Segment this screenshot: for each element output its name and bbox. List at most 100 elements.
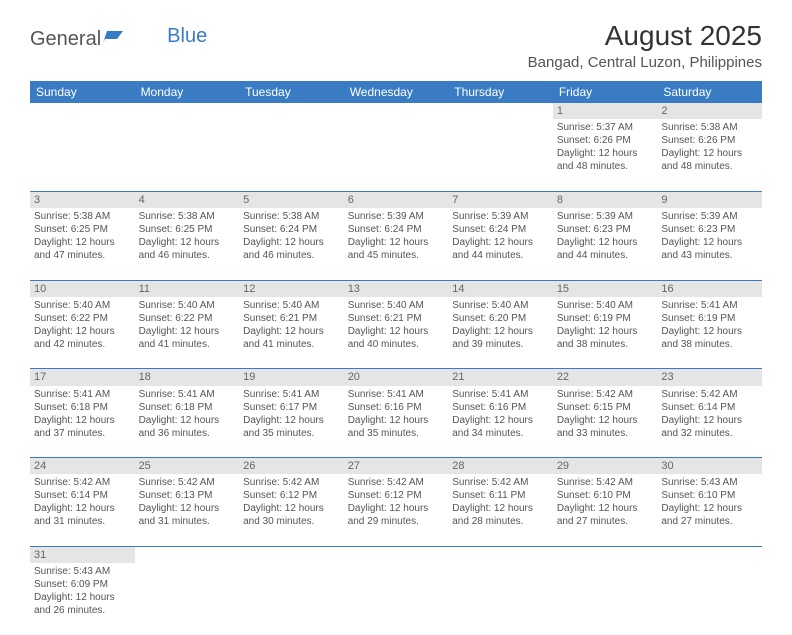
daylight-line: Daylight: 12 hours and 31 minutes.	[139, 502, 236, 528]
day-number-cell: 25	[135, 458, 240, 475]
sunrise-line: Sunrise: 5:42 AM	[139, 476, 236, 489]
logo-text-general: General	[30, 28, 101, 51]
daylight-line: Daylight: 12 hours and 37 minutes.	[34, 414, 131, 440]
day-number-cell: 23	[657, 369, 762, 386]
weekday-header: Friday	[553, 81, 658, 103]
day-number-cell: 12	[239, 280, 344, 297]
sunrise-line: Sunrise: 5:43 AM	[34, 565, 131, 578]
sunset-line: Sunset: 6:13 PM	[139, 489, 236, 502]
sunrise-line: Sunrise: 5:41 AM	[348, 388, 445, 401]
daylight-line: Daylight: 12 hours and 27 minutes.	[557, 502, 654, 528]
content-row: Sunrise: 5:38 AMSunset: 6:25 PMDaylight:…	[30, 208, 762, 280]
sunrise-line: Sunrise: 5:38 AM	[139, 210, 236, 223]
day-number-cell	[239, 546, 344, 563]
sunset-line: Sunset: 6:21 PM	[243, 312, 340, 325]
daylight-line: Daylight: 12 hours and 44 minutes.	[557, 236, 654, 262]
daynum-row: 10111213141516	[30, 280, 762, 297]
content-row: Sunrise: 5:42 AMSunset: 6:14 PMDaylight:…	[30, 474, 762, 546]
sunset-line: Sunset: 6:16 PM	[452, 401, 549, 414]
day-content-cell: Sunrise: 5:41 AMSunset: 6:16 PMDaylight:…	[344, 386, 449, 458]
sunset-line: Sunset: 6:23 PM	[557, 223, 654, 236]
day-content-cell	[344, 563, 449, 635]
day-number-cell: 2	[657, 103, 762, 119]
daylight-line: Daylight: 12 hours and 47 minutes.	[34, 236, 131, 262]
sunset-line: Sunset: 6:24 PM	[348, 223, 445, 236]
sunrise-line: Sunrise: 5:42 AM	[348, 476, 445, 489]
sunset-line: Sunset: 6:12 PM	[348, 489, 445, 502]
day-content-cell: Sunrise: 5:42 AMSunset: 6:14 PMDaylight:…	[657, 386, 762, 458]
sunrise-line: Sunrise: 5:39 AM	[452, 210, 549, 223]
sunrise-line: Sunrise: 5:37 AM	[557, 121, 654, 134]
daylight-line: Daylight: 12 hours and 39 minutes.	[452, 325, 549, 351]
sunset-line: Sunset: 6:16 PM	[348, 401, 445, 414]
daylight-line: Daylight: 12 hours and 32 minutes.	[661, 414, 758, 440]
weekday-header: Thursday	[448, 81, 553, 103]
day-content-cell: Sunrise: 5:40 AMSunset: 6:22 PMDaylight:…	[30, 297, 135, 369]
day-content-cell: Sunrise: 5:42 AMSunset: 6:12 PMDaylight:…	[239, 474, 344, 546]
day-content-cell: Sunrise: 5:39 AMSunset: 6:23 PMDaylight:…	[553, 208, 658, 280]
day-number-cell: 1	[553, 103, 658, 119]
daylight-line: Daylight: 12 hours and 38 minutes.	[557, 325, 654, 351]
sunrise-line: Sunrise: 5:42 AM	[452, 476, 549, 489]
day-content-cell: Sunrise: 5:40 AMSunset: 6:21 PMDaylight:…	[239, 297, 344, 369]
day-number-cell: 9	[657, 191, 762, 208]
calendar-table: Sunday Monday Tuesday Wednesday Thursday…	[30, 81, 762, 635]
sunset-line: Sunset: 6:18 PM	[139, 401, 236, 414]
sunset-line: Sunset: 6:25 PM	[139, 223, 236, 236]
day-number-cell: 8	[553, 191, 658, 208]
daylight-line: Daylight: 12 hours and 36 minutes.	[139, 414, 236, 440]
daylight-line: Daylight: 12 hours and 35 minutes.	[348, 414, 445, 440]
header: General Blue August 2025 Bangad, Central…	[30, 20, 762, 71]
content-row: Sunrise: 5:41 AMSunset: 6:18 PMDaylight:…	[30, 386, 762, 458]
day-number-cell	[344, 546, 449, 563]
sunset-line: Sunset: 6:11 PM	[452, 489, 549, 502]
daylight-line: Daylight: 12 hours and 34 minutes.	[452, 414, 549, 440]
day-content-cell: Sunrise: 5:38 AMSunset: 6:24 PMDaylight:…	[239, 208, 344, 280]
daylight-line: Daylight: 12 hours and 44 minutes.	[452, 236, 549, 262]
day-number-cell: 29	[553, 458, 658, 475]
daynum-row: 24252627282930	[30, 458, 762, 475]
day-number-cell: 4	[135, 191, 240, 208]
content-row: Sunrise: 5:43 AMSunset: 6:09 PMDaylight:…	[30, 563, 762, 635]
sunrise-line: Sunrise: 5:41 AM	[661, 299, 758, 312]
sunrise-line: Sunrise: 5:40 AM	[243, 299, 340, 312]
daylight-line: Daylight: 12 hours and 38 minutes.	[661, 325, 758, 351]
daylight-line: Daylight: 12 hours and 26 minutes.	[34, 591, 131, 617]
day-content-cell	[344, 119, 449, 191]
day-content-cell: Sunrise: 5:41 AMSunset: 6:17 PMDaylight:…	[239, 386, 344, 458]
sunrise-line: Sunrise: 5:40 AM	[139, 299, 236, 312]
day-number-cell: 27	[344, 458, 449, 475]
weekday-header: Monday	[135, 81, 240, 103]
daynum-row: 12	[30, 103, 762, 119]
sunrise-line: Sunrise: 5:39 AM	[661, 210, 758, 223]
day-number-cell: 20	[344, 369, 449, 386]
sunrise-line: Sunrise: 5:38 AM	[661, 121, 758, 134]
day-content-cell: Sunrise: 5:38 AMSunset: 6:25 PMDaylight:…	[135, 208, 240, 280]
day-content-cell: Sunrise: 5:39 AMSunset: 6:24 PMDaylight:…	[448, 208, 553, 280]
sunset-line: Sunset: 6:25 PM	[34, 223, 131, 236]
day-number-cell: 31	[30, 546, 135, 563]
day-number-cell: 13	[344, 280, 449, 297]
sunset-line: Sunset: 6:19 PM	[557, 312, 654, 325]
sunrise-line: Sunrise: 5:38 AM	[34, 210, 131, 223]
day-content-cell: Sunrise: 5:40 AMSunset: 6:21 PMDaylight:…	[344, 297, 449, 369]
day-number-cell	[448, 103, 553, 119]
sunset-line: Sunset: 6:17 PM	[243, 401, 340, 414]
day-content-cell: Sunrise: 5:43 AMSunset: 6:09 PMDaylight:…	[30, 563, 135, 635]
content-row: Sunrise: 5:40 AMSunset: 6:22 PMDaylight:…	[30, 297, 762, 369]
day-content-cell	[448, 563, 553, 635]
sunset-line: Sunset: 6:21 PM	[348, 312, 445, 325]
day-content-cell: Sunrise: 5:37 AMSunset: 6:26 PMDaylight:…	[553, 119, 658, 191]
weekday-header: Wednesday	[344, 81, 449, 103]
day-content-cell	[239, 563, 344, 635]
daylight-line: Daylight: 12 hours and 31 minutes.	[34, 502, 131, 528]
day-number-cell: 21	[448, 369, 553, 386]
location: Bangad, Central Luzon, Philippines	[528, 54, 762, 71]
day-number-cell: 30	[657, 458, 762, 475]
daylight-line: Daylight: 12 hours and 46 minutes.	[243, 236, 340, 262]
sunset-line: Sunset: 6:20 PM	[452, 312, 549, 325]
day-content-cell: Sunrise: 5:41 AMSunset: 6:19 PMDaylight:…	[657, 297, 762, 369]
daylight-line: Daylight: 12 hours and 33 minutes.	[557, 414, 654, 440]
sunset-line: Sunset: 6:14 PM	[34, 489, 131, 502]
day-number-cell: 7	[448, 191, 553, 208]
